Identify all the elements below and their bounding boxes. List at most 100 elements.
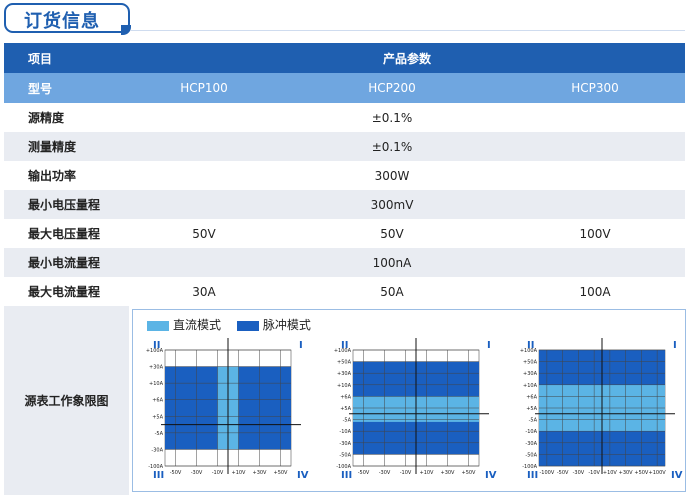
header-item: 项目: [28, 51, 53, 66]
spec-table: 项目 产品参数 型号 HCP100 HCP200 HCP300 源精度 ±0.1…: [4, 43, 686, 495]
legend-label-pulse: 脉冲模式: [262, 318, 311, 332]
y-tick-label: +6A: [152, 398, 163, 404]
y-tick-label: -30A: [339, 441, 351, 447]
x-tick-label: +50V: [634, 470, 649, 476]
quadrant-chart-label: 源表工作象限图: [4, 306, 129, 495]
y-tick-label: +5A: [152, 414, 163, 420]
row-label: 最大电压量程: [28, 227, 101, 241]
y-tick-label: +30A: [149, 365, 164, 371]
cell-value: [505, 161, 685, 190]
table-row: 最小电流量程 100nA: [4, 248, 686, 277]
cell-value: 50V: [192, 226, 216, 241]
section-title-tab: 订货信息: [4, 3, 131, 35]
x-tick-label: -10V: [212, 470, 224, 476]
x-tick-label: -10V: [400, 470, 412, 476]
cell-value: [505, 248, 685, 277]
cell-value: [129, 161, 279, 190]
y-tick-label: -50A: [339, 452, 351, 458]
y-tick-label: +5A: [526, 406, 537, 412]
x-tick-label: +30V: [441, 470, 456, 476]
cell-value: 300W: [374, 168, 410, 183]
table-row: 最大电流量程 30A 50A 100A: [4, 277, 685, 306]
cell-value: [505, 103, 685, 132]
y-tick-label: -5A: [529, 418, 538, 424]
quadrant-label-4: IV: [297, 470, 309, 481]
cell-value: [129, 132, 279, 161]
y-tick-label: +6A: [526, 394, 537, 400]
row-label: 测量精度: [28, 140, 77, 154]
row-label: 输出功率: [28, 169, 77, 183]
y-tick-label: +10A: [337, 383, 352, 389]
row-label: 最小电压量程: [28, 198, 101, 212]
x-tick-label: -50V: [557, 470, 569, 476]
table-header-row: 项目 产品参数: [4, 43, 686, 73]
x-tick-label: -30V: [573, 470, 585, 476]
section-title: 订货信息: [24, 11, 100, 32]
table-row: 最小电压量程 300mV: [4, 190, 686, 219]
model-label: 型号: [28, 81, 53, 96]
cell-value: 50A: [380, 284, 404, 299]
cell-value: 100V: [579, 226, 611, 241]
quadrant-label-1: I: [487, 340, 491, 351]
y-tick-label: +6A: [340, 394, 351, 400]
x-tick-label: +10V: [420, 470, 435, 476]
y-tick-label: -5A: [343, 418, 352, 424]
quadrant-chart-row: 源表工作象限图 直流模式 脉冲模式 -50V -30V -10V +10V +30V +5…: [4, 306, 686, 495]
quadrant-label-4: IV: [485, 470, 497, 481]
cell-value: [505, 190, 685, 219]
row-label: 源精度: [28, 111, 65, 125]
y-tick-label: +100A: [146, 348, 164, 354]
legend-item-dc: 直流模式: [147, 316, 221, 333]
quadrant-chart-hcp100: -50V -30V -10V +10V +30V +50V +100A +30A +10A +6A…: [146, 338, 309, 481]
y-tick-label: -10A: [525, 429, 537, 435]
cell-value: [129, 103, 279, 132]
y-tick-label: +100A: [520, 348, 538, 354]
quadrant-chart-cell: 直流模式 脉冲模式 -50V -30V -10V +10V +30V +50V +100A +…: [129, 306, 686, 495]
cell-value: [505, 132, 685, 161]
quadrant-label-3: III: [153, 470, 164, 481]
quadrant-label-4: IV: [671, 470, 683, 481]
x-tick-label: +30V: [619, 470, 634, 476]
y-tick-label: -10A: [339, 429, 351, 435]
title-divider: [130, 30, 685, 31]
x-tick-label: -100V: [539, 470, 554, 476]
table-row: 输出功率 300W: [4, 161, 685, 190]
y-tick-label: +30A: [337, 371, 352, 377]
quadrant-chart-hcp200: -50V -30V -10V +10V +30V +50V +100A +50A +30A +10…: [334, 338, 497, 481]
x-tick-label: -30V: [379, 470, 391, 476]
quadrant-label-1: I: [299, 340, 303, 351]
table-row: 最大电压量程 50V 50V 100V: [4, 219, 685, 248]
x-tick-label: +10V: [232, 470, 247, 476]
x-tick-label: -30V: [191, 470, 203, 476]
model-hcp300: HCP300: [571, 81, 619, 95]
legend-swatch-dc: [147, 320, 169, 331]
x-tick-label: -10V: [588, 470, 600, 476]
y-tick-label: -30A: [525, 441, 537, 447]
legend-label-dc: 直流模式: [173, 318, 222, 332]
cell-value: 50V: [380, 226, 404, 241]
quadrant-chart-panel: 直流模式 脉冲模式 -50V -30V -10V +10V +30V +50V +100A +…: [132, 309, 686, 492]
quadrant-label-3: III: [527, 470, 538, 481]
y-tick-label: +5A: [340, 406, 351, 412]
x-tick-label: +10V: [603, 470, 618, 476]
quadrant-label-2: II: [341, 340, 348, 351]
x-tick-label: +30V: [253, 470, 268, 476]
header-params: 产品参数: [383, 51, 432, 66]
table-row: 源精度 ±0.1%: [4, 103, 685, 132]
model-hcp200: HCP200: [368, 81, 416, 95]
y-tick-label: +50A: [337, 360, 352, 366]
row-label: 最小电流量程: [28, 256, 101, 270]
chart-legend: 直流模式 脉冲模式: [147, 316, 323, 332]
table-row: 测量精度 ±0.1%: [4, 132, 686, 161]
cell-value: ±0.1%: [371, 139, 413, 154]
legend-swatch-pulse: [236, 320, 259, 331]
quadrant-chart-hcp300: -100V -50V -30V -10V +10V +30V +50V +100V +100A +…: [520, 338, 683, 481]
cell-value: ±0.1%: [371, 110, 413, 125]
quadrant-label-3: III: [341, 470, 352, 481]
title-tab-accent: [121, 25, 131, 35]
y-tick-label: +50A: [523, 360, 538, 366]
x-tick-label: -50V: [358, 470, 370, 476]
model-hcp100: HCP100: [180, 81, 228, 95]
x-tick-label: +100V: [649, 470, 667, 476]
y-tick-label: -30A: [151, 447, 163, 453]
